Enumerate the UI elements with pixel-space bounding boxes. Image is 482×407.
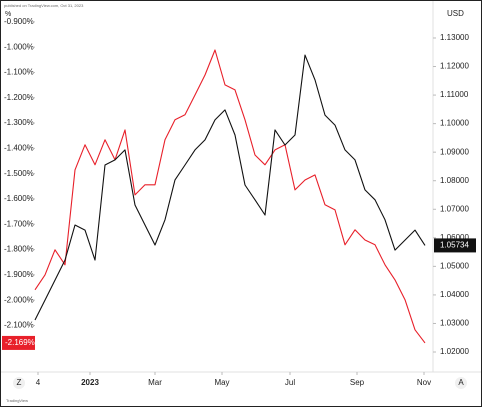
y2-unit: USD — [447, 9, 464, 18]
y-tick-label: -1.800% — [4, 245, 34, 254]
header: published on TradingView.com, Oct 31, 20… — [4, 3, 84, 8]
button-label[interactable]: Z — [17, 378, 22, 387]
button[interactable] — [455, 377, 467, 389]
x-tick-label: May — [214, 378, 229, 387]
y-unit: % — [5, 11, 11, 18]
y2-tick-label: 1.12000 — [440, 62, 469, 71]
x-tick-label: 4 — [36, 378, 41, 387]
y-tick-label: -1.200% — [4, 93, 34, 102]
y2-tick-label: 1.08000 — [440, 176, 469, 185]
last-value-label: -2.169% — [5, 338, 35, 347]
line-series — [34, 49, 426, 344]
button-label[interactable]: A — [458, 378, 464, 387]
footer: TradingView — [6, 398, 28, 403]
y-tick-label: -1.900% — [4, 270, 34, 279]
y-tick-label: -1.700% — [4, 219, 34, 228]
x-tick-label: Mar — [148, 378, 162, 387]
y-tick-label: -1.400% — [4, 143, 34, 152]
last-value-label: 1.05734 — [440, 241, 469, 250]
y2-tick-label: 1.07000 — [440, 204, 469, 213]
x-tick-label: Sep — [350, 378, 365, 387]
y-tick-label: -1.000% — [4, 42, 34, 51]
y2-tick-label: 1.02000 — [440, 347, 469, 356]
y2-tick-label: 1.06000 — [440, 233, 469, 242]
y2-tick-label: 1.10000 — [440, 119, 469, 128]
y2-tick-label: 1.11000 — [440, 90, 469, 99]
x-tick-label: Nov — [417, 378, 431, 387]
x-tick-label: 2023 — [81, 378, 99, 387]
x-tick-label: Jul — [285, 378, 295, 387]
line-series — [34, 54, 426, 321]
y2-tick-label: 1.13000 — [440, 33, 469, 42]
y2-tick-label: 1.09000 — [440, 147, 469, 156]
y-tick-label: -1.500% — [4, 169, 34, 178]
y2-tick-label: 1.05000 — [440, 261, 469, 270]
y2-tick-label: 1.03000 — [440, 319, 469, 328]
last-value-box — [434, 238, 476, 253]
y-tick-label: -1.600% — [4, 194, 34, 203]
y-tick-label: -1.300% — [4, 118, 34, 127]
y2-tick-label: 1.04000 — [440, 290, 469, 299]
y-tick-label: -0.900% — [4, 17, 34, 26]
y-tick-label: -1.100% — [4, 68, 34, 77]
button[interactable] — [13, 377, 25, 389]
y-tick-label: -2.000% — [4, 295, 34, 304]
y-tick-label: -2.100% — [4, 321, 34, 330]
last-value-box — [2, 335, 35, 350]
